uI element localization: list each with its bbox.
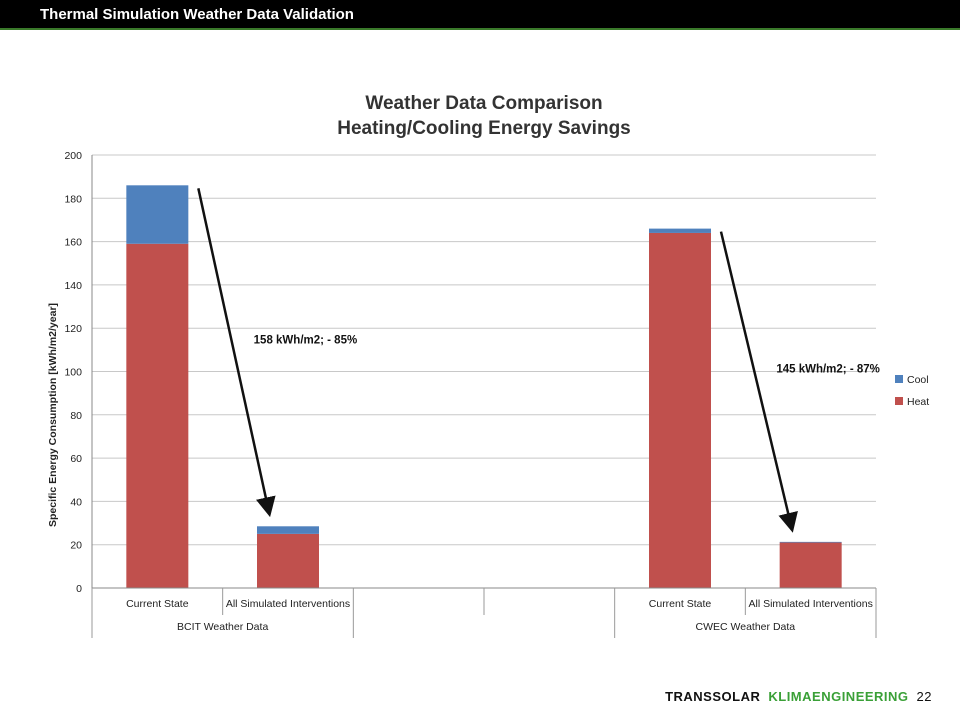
footer-brand: TRANSSOLAR	[665, 689, 761, 704]
axis-layer: 0 20 40 60 80 100 120 140 160 180 200 Current State…	[64, 150, 877, 638]
chart-title-line2: Heating/Cooling Energy Savings	[337, 118, 631, 139]
grid-layer	[92, 154, 876, 589]
savings-annotation: 145 kWh/m2; - 87%	[776, 364, 880, 376]
reduction-arrow	[197, 188, 276, 518]
chart-title-line1: Weather Data Comparison	[365, 93, 602, 114]
y-tick-label: 120	[64, 323, 82, 335]
x-tick-label: All Simulated Interventions	[226, 598, 350, 610]
x-tick-label: Current State	[126, 598, 189, 610]
y-tick-label: 100	[64, 367, 82, 379]
y-tick-label: 160	[64, 237, 82, 249]
y-tick-label: 80	[70, 410, 82, 422]
energy-comparison-chart: 0 20 40 60 80 100 120 140 160 180 200 Current State…	[47, 93, 929, 638]
footer: TRANSSOLAR KLIMAENGINEERING 22	[665, 689, 932, 704]
y-axis-label: Specific Energy Consumption [kWh/m2/year…	[47, 303, 59, 527]
bar-cool	[649, 228, 711, 233]
y-tick-label: 200	[64, 150, 82, 162]
y-tick-label: 0	[76, 583, 82, 595]
x-group-label: BCIT Weather Data	[177, 621, 268, 633]
x-group-label: CWEC Weather Data	[696, 621, 796, 633]
bar-heat	[649, 232, 711, 588]
slide-title-bar: Thermal Simulation Weather Data Validati…	[0, 0, 960, 30]
chart-legend: Cool Heat	[895, 374, 929, 408]
reduction-arrow	[719, 231, 798, 533]
bar-cool	[126, 185, 189, 244]
legend-swatch-heat	[895, 397, 903, 405]
legend-label-cool: Cool	[907, 374, 929, 386]
y-tick-label: 140	[64, 280, 82, 292]
bar-heat	[126, 243, 189, 588]
bar-heat	[257, 533, 319, 588]
legend-label-heat: Heat	[907, 396, 929, 408]
x-tick-label: All Simulated Interventions	[749, 598, 873, 610]
y-tick-label: 180	[64, 193, 82, 205]
bar-heat	[779, 542, 842, 588]
page-number: 22	[916, 689, 932, 704]
footer-subbrand: KLIMAENGINEERING	[768, 689, 909, 704]
x-tick-label: Current State	[649, 598, 712, 610]
legend-swatch-cool	[895, 375, 903, 383]
slide-title: Thermal Simulation Weather Data Validati…	[40, 6, 354, 23]
bar-cool	[257, 526, 319, 534]
y-tick-label: 40	[70, 496, 82, 508]
annotation-layer: 158 kWh/m2; - 85% 145 kWh/m2; - 87%	[197, 188, 880, 533]
y-tick-label: 20	[70, 540, 82, 552]
bar-cool	[779, 541, 842, 543]
bar-layer	[126, 185, 842, 588]
savings-annotation: 158 kWh/m2; - 85%	[254, 334, 358, 346]
y-tick-label: 60	[70, 453, 82, 465]
